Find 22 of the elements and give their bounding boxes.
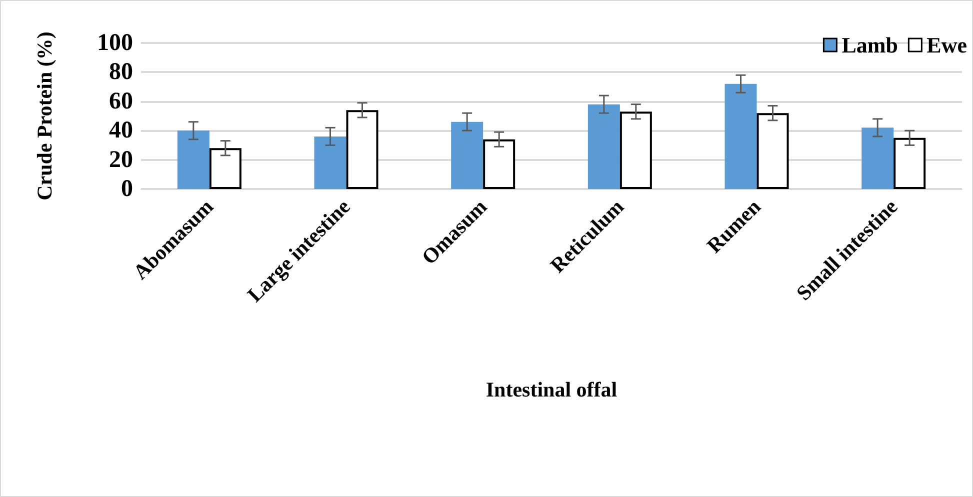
bar <box>894 138 926 189</box>
y-tick-label: 20 <box>109 146 133 173</box>
bar <box>209 148 242 189</box>
y-tick-label: 0 <box>121 176 133 202</box>
bar <box>724 84 757 189</box>
x-axis-title: Intestinal offal <box>486 378 618 402</box>
bar <box>177 130 210 189</box>
bar <box>483 139 516 189</box>
bar <box>862 128 894 189</box>
y-tick-label: 60 <box>109 88 133 114</box>
bar <box>314 136 346 189</box>
bar <box>346 110 378 189</box>
y-tick-label: 40 <box>109 118 133 144</box>
y-tick-label: 100 <box>97 30 133 56</box>
bar <box>451 122 484 189</box>
bar <box>756 113 789 189</box>
y-tick-label: 80 <box>109 59 133 86</box>
bar <box>588 104 620 189</box>
bar <box>620 112 652 189</box>
y-axis-title: Crude Protein (%) <box>32 32 56 200</box>
legend-label: Ewe <box>926 32 968 58</box>
legend-label: Lamb <box>842 32 898 58</box>
